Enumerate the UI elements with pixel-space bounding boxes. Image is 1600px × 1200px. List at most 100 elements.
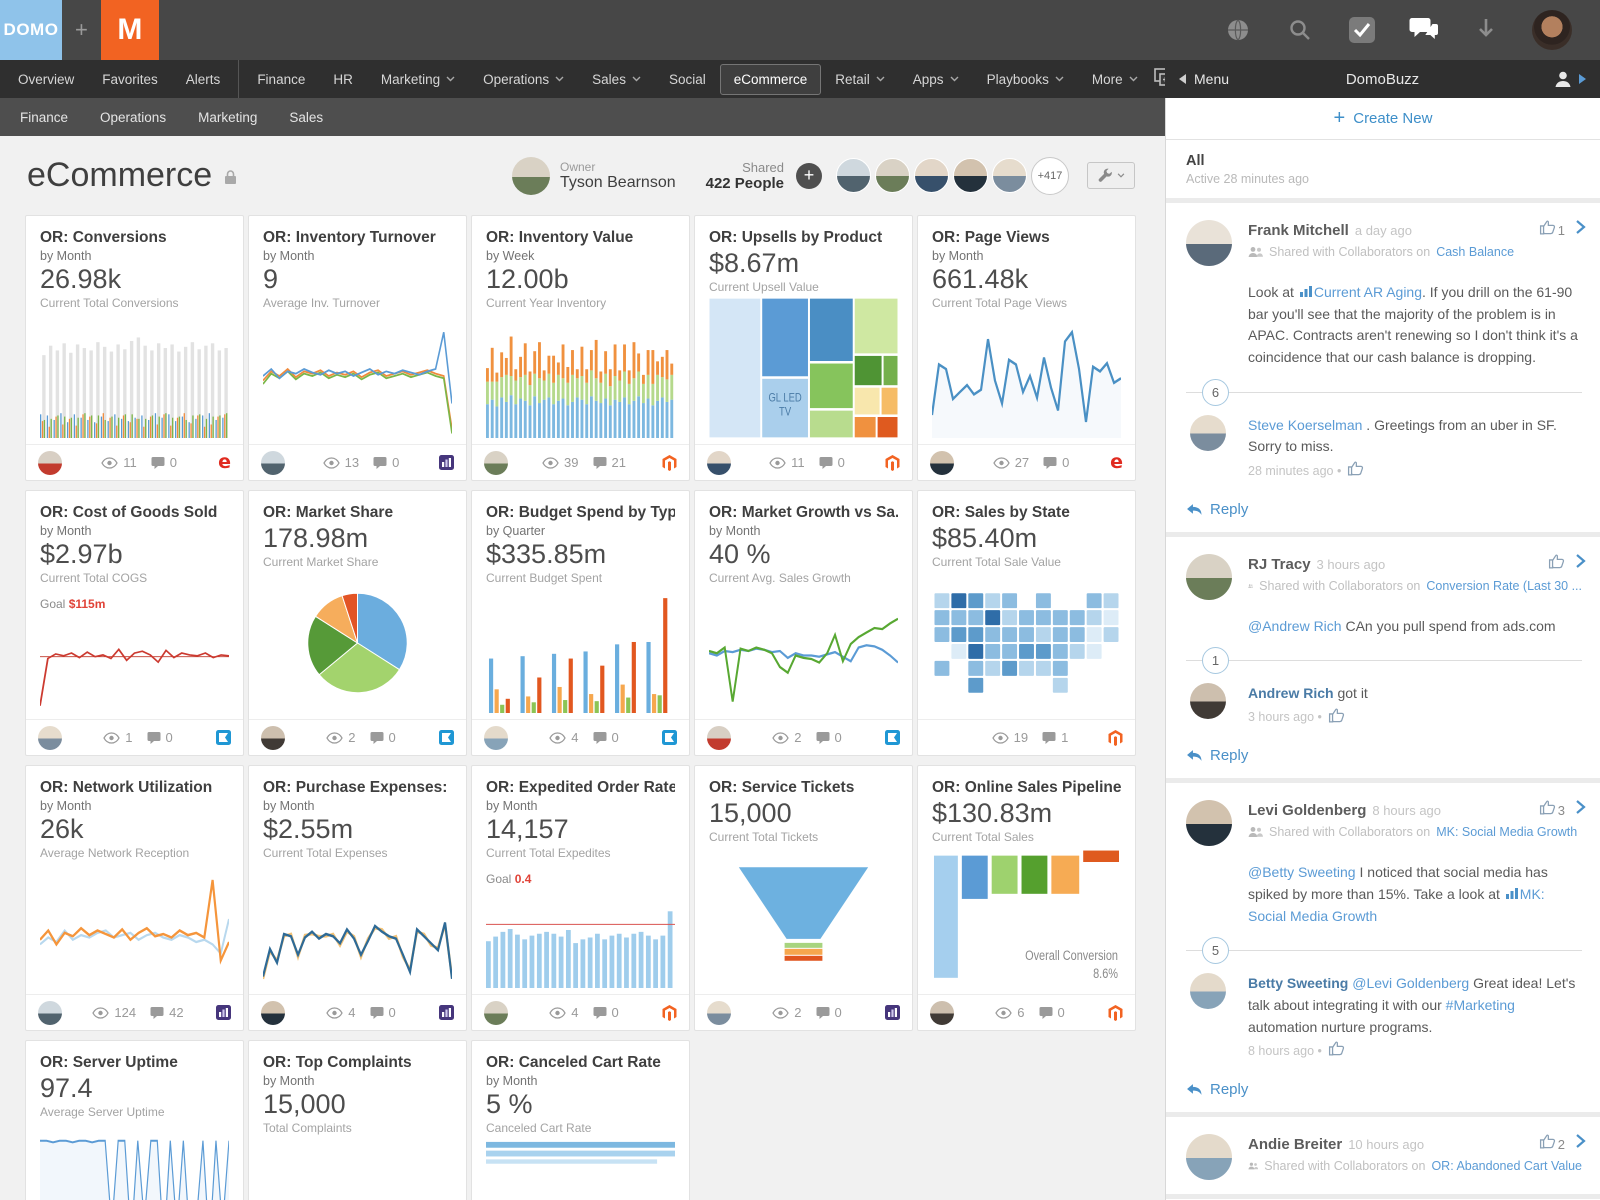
- card-owner-avatar[interactable]: [38, 450, 62, 475]
- card-comments[interactable]: 1: [1042, 730, 1068, 745]
- card-owner-avatar[interactable]: [38, 1000, 62, 1025]
- card-comments[interactable]: 0: [1043, 455, 1069, 470]
- tab-retail[interactable]: Retail: [821, 64, 899, 95]
- expand-thread-button[interactable]: [1575, 799, 1586, 820]
- card-comments[interactable]: 0: [816, 730, 842, 745]
- card-comments[interactable]: 0: [816, 1005, 842, 1020]
- owner-name[interactable]: Tyson Bearnson: [559, 173, 676, 191]
- like-button[interactable]: 1: [1539, 219, 1565, 240]
- tasks-icon[interactable]: [1346, 14, 1378, 46]
- card-views[interactable]: 6: [995, 1005, 1025, 1020]
- card-views[interactable]: 4: [549, 1005, 579, 1020]
- magento-logo[interactable]: M: [100, 0, 159, 60]
- reply-like-button[interactable]: [1347, 460, 1364, 482]
- shared-card-link[interactable]: Conversion Rate (Last 30 ...: [1426, 578, 1582, 593]
- tab-social[interactable]: Social: [655, 64, 720, 95]
- card-comments[interactable]: 0: [151, 455, 177, 470]
- card-views[interactable]: 1: [103, 730, 133, 745]
- card-or-canceled-cart-rate[interactable]: OR: Canceled Cart Rate by Month 5 % Cancele…: [471, 1040, 690, 1200]
- user-avatar[interactable]: [1532, 10, 1572, 50]
- card-views[interactable]: 2: [772, 1005, 802, 1020]
- shared-card-link[interactable]: OR: Abandoned Cart Value: [1431, 1158, 1582, 1173]
- tab-favorites[interactable]: Favorites: [88, 64, 172, 95]
- commenter-name[interactable]: Andie Breiter: [1248, 1135, 1343, 1153]
- card-comments[interactable]: 0: [370, 730, 396, 745]
- buzz-people-button[interactable]: [1553, 69, 1586, 89]
- tab-ecommerce[interactable]: eCommerce: [719, 63, 822, 95]
- card-owner-avatar[interactable]: [707, 1000, 731, 1025]
- buzz-user-link[interactable]: Betty Sweeting: [1248, 975, 1349, 992]
- card-views[interactable]: 27: [992, 455, 1029, 470]
- buzz-card-link[interactable]: Current AR Aging: [1313, 284, 1422, 300]
- card-views[interactable]: 11: [101, 455, 137, 470]
- card-comments[interactable]: 42: [150, 1005, 184, 1020]
- shared-avatar[interactable]: [836, 158, 871, 193]
- owner-avatar[interactable]: [511, 156, 550, 195]
- reply-avatar[interactable]: [1190, 414, 1226, 451]
- buzz-link[interactable]: @Betty Sweeting: [1248, 864, 1356, 881]
- subtab-marketing[interactable]: Marketing: [198, 109, 258, 125]
- card-or-inventory-value[interactable]: OR: Inventory Value by Week 12.00b Current …: [471, 215, 690, 481]
- card-or-market-growth-vs-sa[interactable]: OR: Market Growth vs Sa... by Month 40 % Cu…: [694, 490, 913, 756]
- card-views[interactable]: 11: [769, 455, 805, 470]
- card-owner-avatar[interactable]: [261, 450, 285, 475]
- shared-avatar[interactable]: [914, 158, 949, 193]
- card-or-market-share[interactable]: OR: Market Share 178.98m Current Market Sh…: [248, 490, 467, 756]
- reply-button[interactable]: Reply: [1186, 1081, 1582, 1098]
- card-or-server-uptime[interactable]: OR: Server Uptime 97.4 Average Server Upti…: [25, 1040, 244, 1200]
- tab-overview[interactable]: Overview: [4, 64, 88, 95]
- card-comments[interactable]: 0: [147, 730, 173, 745]
- like-button[interactable]: 3: [1539, 799, 1565, 820]
- reply-button[interactable]: Reply: [1186, 747, 1582, 764]
- card-or-upsells-by-product[interactable]: OR: Upsells by Product $8.67m Current Upse…: [694, 215, 913, 481]
- search-icon[interactable]: [1284, 14, 1316, 46]
- card-owner-avatar[interactable]: [484, 450, 508, 475]
- card-views[interactable]: 19: [991, 730, 1028, 745]
- shared-avatar[interactable]: [953, 158, 988, 193]
- card-owner-avatar[interactable]: [707, 450, 731, 475]
- card-views[interactable]: 13: [322, 455, 359, 470]
- card-owner-avatar[interactable]: [930, 1000, 954, 1025]
- commenter-avatar[interactable]: [1186, 800, 1232, 847]
- card-or-conversions[interactable]: OR: Conversions by Month 26.98k Current Tot…: [25, 215, 244, 481]
- buzz-user-link[interactable]: Andrew Rich: [1248, 685, 1334, 702]
- tab-hr[interactable]: HR: [319, 64, 367, 95]
- card-or-service-tickets[interactable]: OR: Service Tickets 15,000 Current Total T…: [694, 765, 913, 1031]
- globe-icon[interactable]: [1222, 14, 1254, 46]
- card-views[interactable]: 124: [92, 1005, 136, 1020]
- reply-avatar[interactable]: [1190, 683, 1226, 720]
- tab-apps[interactable]: Apps: [899, 64, 973, 95]
- buzz-menu-button[interactable]: Menu: [1179, 71, 1229, 87]
- commenter-avatar[interactable]: [1186, 220, 1232, 266]
- shared-avatar[interactable]: [992, 158, 1027, 193]
- tab-playbooks[interactable]: Playbooks: [973, 64, 1078, 95]
- card-comments[interactable]: 0: [373, 455, 399, 470]
- card-or-top-complaints[interactable]: OR: Top Complaints by Month 15,000 Total Co…: [248, 1040, 467, 1200]
- domo-logo[interactable]: DOMO: [0, 0, 62, 60]
- buzz-link[interactable]: #Marketing: [1445, 997, 1515, 1013]
- commenter-avatar[interactable]: [1186, 1133, 1232, 1180]
- replies-count-badge[interactable]: 1: [1202, 647, 1229, 675]
- more-avatars-badge[interactable]: +417: [1031, 156, 1069, 195]
- expand-thread-button[interactable]: [1575, 1133, 1586, 1154]
- page-settings-button[interactable]: [1087, 162, 1135, 189]
- chat-icon[interactable]: [1408, 14, 1440, 46]
- commenter-name[interactable]: Frank Mitchell: [1248, 222, 1349, 239]
- replies-count-badge[interactable]: 5: [1202, 937, 1229, 965]
- add-people-button[interactable]: +: [796, 162, 822, 189]
- card-owner-avatar[interactable]: [484, 1000, 508, 1025]
- card-or-online-sales-pipeline[interactable]: OR: Online Sales Pipeline $130.83m Current…: [917, 765, 1136, 1031]
- card-owner-avatar[interactable]: [707, 725, 731, 750]
- tab-more[interactable]: More: [1078, 64, 1152, 95]
- card-or-budget-spend-by-type[interactable]: OR: Budget Spend by Type by Quarter $335.8…: [471, 490, 690, 756]
- card-or-purchase-expenses[interactable]: OR: Purchase Expenses: ... by Month $2.55m…: [248, 765, 467, 1031]
- shared-avatar[interactable]: [875, 158, 910, 193]
- buzz-link[interactable]: @Levi Goldenberg: [1352, 975, 1470, 992]
- card-comments[interactable]: 21: [593, 455, 626, 470]
- card-views[interactable]: 2: [772, 730, 802, 745]
- tab-alerts[interactable]: Alerts: [172, 64, 235, 95]
- commenter-name[interactable]: RJ Tracy: [1248, 555, 1311, 573]
- create-new-button[interactable]: + Create New: [1166, 98, 1600, 140]
- buzz-link[interactable]: Steve Koerselman: [1248, 416, 1363, 433]
- tab-marketing[interactable]: Marketing: [367, 64, 469, 95]
